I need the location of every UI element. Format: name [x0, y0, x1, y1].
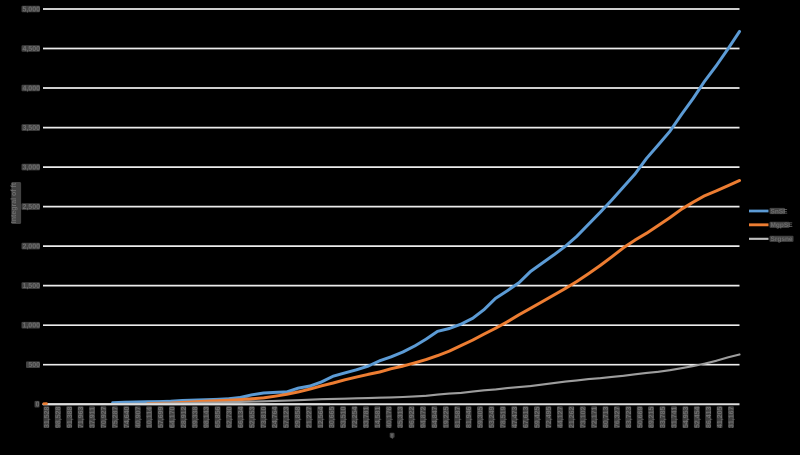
- svg-text:19,225: 19,225: [443, 406, 450, 428]
- svg-text:57,123: 57,123: [284, 406, 291, 428]
- svg-text:70,927: 70,927: [101, 406, 108, 428]
- svg-text:40,907: 40,907: [135, 406, 142, 428]
- svg-text:59,305: 59,305: [478, 406, 485, 428]
- svg-text:10,114: 10,114: [147, 407, 154, 428]
- svg-text:83,723: 83,723: [626, 406, 633, 428]
- svg-text:0: 0: [36, 402, 40, 409]
- svg-text:33,785: 33,785: [660, 406, 667, 428]
- svg-text:33,781: 33,781: [364, 406, 371, 428]
- svg-text:3,500: 3,500: [22, 125, 40, 132]
- svg-text:21,227: 21,227: [306, 406, 313, 428]
- svg-text:78,519: 78,519: [500, 406, 507, 428]
- svg-text:91,388: 91,388: [67, 406, 74, 428]
- svg-text:1,500: 1,500: [22, 283, 40, 290]
- svg-text:37,911: 37,911: [90, 407, 97, 428]
- svg-text:30,665: 30,665: [329, 406, 336, 428]
- svg-text:40,176: 40,176: [386, 406, 393, 428]
- svg-text:73,102: 73,102: [580, 406, 587, 428]
- svg-text:50,669: 50,669: [637, 406, 644, 428]
- svg-text:80,713: 80,713: [603, 406, 610, 428]
- svg-text:71,963: 71,963: [78, 406, 85, 428]
- svg-text:21,262: 21,262: [569, 406, 576, 428]
- svg-text:29,858: 29,858: [295, 406, 302, 428]
- svg-text:2,000: 2,000: [22, 244, 40, 251]
- svg-text:72,254: 72,254: [352, 406, 359, 428]
- svg-text:54,953: 54,953: [683, 406, 690, 428]
- svg-text:81,946: 81,946: [466, 406, 473, 428]
- svg-text:14,581: 14,581: [375, 406, 382, 428]
- svg-text:5,000: 5,000: [22, 6, 40, 13]
- svg-text:57,699: 57,699: [158, 406, 165, 428]
- svg-text:39,338: 39,338: [192, 406, 199, 428]
- svg-text:98,528: 98,528: [55, 406, 62, 428]
- svg-text:74,640: 74,640: [124, 406, 131, 428]
- svg-text:65,856: 65,856: [215, 406, 222, 428]
- svg-text:41,205: 41,205: [717, 406, 724, 428]
- svg-text:86,413: 86,413: [706, 406, 713, 428]
- svg-text:73,810: 73,810: [261, 406, 268, 428]
- svg-text:67,613: 67,613: [523, 406, 530, 428]
- svg-text:96,922: 96,922: [409, 406, 416, 428]
- svg-text:31,167: 31,167: [729, 406, 736, 428]
- svg-text:52,653: 52,653: [249, 406, 256, 428]
- svg-text:28,912: 28,912: [181, 406, 188, 428]
- svg-text:89,215: 89,215: [649, 406, 656, 428]
- svg-text:2,500: 2,500: [22, 204, 40, 211]
- svg-text:52,454: 52,454: [694, 406, 701, 428]
- svg-text:64,170: 64,170: [170, 406, 177, 428]
- svg-text:59,425: 59,425: [535, 406, 542, 428]
- svg-text:76,327: 76,327: [615, 406, 622, 428]
- svg-text:62,730: 62,730: [227, 406, 234, 428]
- svg-text:75,287: 75,287: [113, 406, 120, 428]
- svg-text:4,000: 4,000: [22, 85, 40, 92]
- svg-text:31,741: 31,741: [672, 406, 679, 428]
- svg-text:94,872: 94,872: [421, 406, 428, 428]
- svg-text:72,171: 72,171: [592, 406, 599, 428]
- svg-text:1,000: 1,000: [22, 323, 40, 330]
- svg-text:MgpSE: MgpSE: [771, 222, 794, 229]
- svg-text:500: 500: [28, 362, 40, 369]
- svg-text:31,528: 31,528: [44, 406, 51, 428]
- svg-text:4,500: 4,500: [22, 46, 40, 53]
- svg-text:81,587: 81,587: [455, 406, 462, 428]
- svg-text:98,143: 98,143: [204, 406, 211, 428]
- svg-text:84,847: 84,847: [432, 406, 439, 428]
- svg-text:53,249: 53,249: [489, 406, 496, 428]
- svg-text:12,564: 12,564: [318, 406, 325, 428]
- svg-text:Srgsne: Srgsne: [771, 236, 793, 243]
- svg-text:35,313: 35,313: [398, 406, 405, 428]
- svg-text:SnSE: SnSE: [771, 208, 789, 215]
- svg-text:Integral of ft: Integral of ft: [11, 182, 18, 223]
- svg-text:44,127: 44,127: [558, 406, 565, 428]
- svg-text:24,764: 24,764: [272, 406, 279, 428]
- svg-text:47,473: 47,473: [512, 406, 519, 428]
- svg-text:72,495: 72,495: [546, 406, 553, 428]
- svg-text:3,000: 3,000: [22, 165, 40, 172]
- svg-text:66,134: 66,134: [238, 406, 245, 428]
- svg-text:53,510: 53,510: [341, 406, 348, 428]
